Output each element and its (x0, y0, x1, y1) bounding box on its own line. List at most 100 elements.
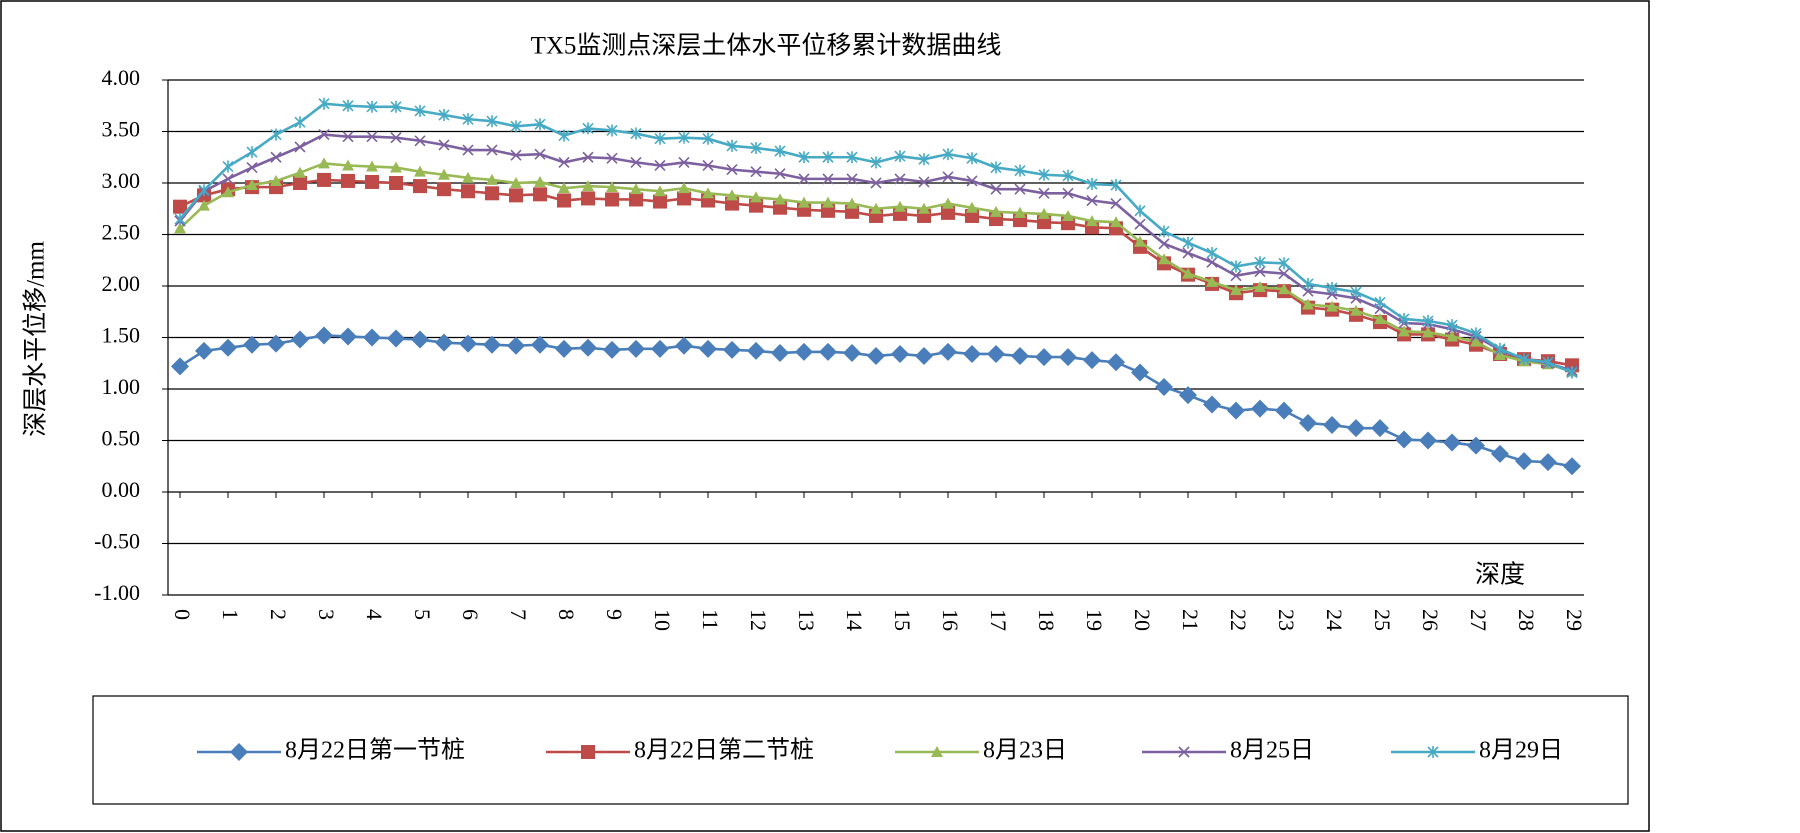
data-point (459, 334, 477, 353)
x-tick-label: 24 (1322, 609, 1347, 631)
x-tick-label: 8 (554, 609, 579, 620)
data-point (173, 199, 187, 214)
legend-label: 8月22日第一节桩 (285, 737, 465, 764)
data-point (389, 176, 403, 190)
data-point (1470, 327, 1482, 340)
legend-label: 8月25日 (1230, 738, 1314, 764)
data-point (726, 189, 738, 201)
data-point (678, 182, 690, 194)
data-point (1134, 235, 1146, 247)
data-point (1422, 326, 1434, 338)
data-point (1011, 347, 1029, 366)
data-point (1131, 363, 1149, 382)
data-point (510, 149, 522, 161)
data-point (462, 144, 474, 156)
data-point (1182, 267, 1194, 279)
data-point (1206, 256, 1218, 268)
data-point (1398, 325, 1410, 337)
data-point (531, 335, 549, 354)
data-point (990, 183, 1002, 195)
x-tick-label: 4 (362, 609, 387, 620)
data-point (654, 132, 666, 145)
x-tick-label: 16 (938, 609, 963, 631)
data-point (1107, 353, 1125, 372)
data-point (1059, 348, 1077, 367)
data-point (1203, 395, 1221, 414)
y-tick-label: 1.50 (102, 323, 141, 348)
data-point (1302, 277, 1314, 290)
chart-frame (0, 0, 1650, 832)
data-point (629, 192, 643, 207)
data-point (918, 202, 930, 214)
legend-marker (230, 743, 248, 761)
data-point (846, 173, 858, 185)
data-point (246, 179, 258, 191)
data-point (1062, 169, 1074, 182)
x-tick-label: 3 (314, 609, 339, 620)
data-point (1467, 436, 1485, 455)
data-point (750, 141, 762, 154)
data-point (1326, 282, 1338, 295)
data-point (438, 139, 450, 151)
y-tick-label: 2.00 (102, 271, 141, 296)
x-tick-label: 11 (698, 609, 723, 630)
data-point (318, 129, 330, 141)
data-point (1155, 377, 1173, 396)
data-point (918, 176, 930, 188)
data-point (819, 342, 837, 361)
data-point (1374, 296, 1386, 309)
data-point (1302, 298, 1314, 310)
data-point (798, 196, 810, 208)
data-point (582, 180, 594, 192)
data-point (603, 340, 621, 359)
data-point (963, 344, 981, 363)
data-point (365, 174, 379, 189)
data-point (1206, 275, 1218, 287)
data-point (774, 193, 786, 205)
data-point (438, 109, 450, 122)
x-tick-label: 18 (1034, 609, 1059, 631)
data-point (1254, 266, 1266, 278)
x-tick-label: 28 (1514, 609, 1539, 631)
y-tick-label: 4.00 (102, 65, 141, 90)
data-point (390, 100, 402, 113)
data-point (915, 347, 933, 366)
data-point (534, 118, 546, 131)
data-point (1182, 236, 1194, 249)
data-point (771, 343, 789, 362)
data-point (1230, 260, 1242, 273)
data-point (1446, 330, 1458, 342)
x-tick-label: 7 (506, 609, 531, 620)
data-point (318, 157, 330, 169)
data-point (1275, 401, 1293, 420)
data-point (195, 341, 213, 360)
data-point (1134, 218, 1146, 230)
data-point (1278, 283, 1290, 295)
data-point (918, 153, 930, 166)
data-point (366, 131, 378, 143)
data-point (1110, 216, 1122, 228)
x-tick-label: 20 (1130, 609, 1155, 631)
data-point (341, 173, 355, 188)
data-point (846, 151, 858, 164)
data-point (293, 176, 307, 190)
data-point (558, 129, 570, 142)
data-point (558, 182, 570, 194)
data-point (342, 99, 354, 112)
data-point (894, 150, 906, 163)
data-point (702, 187, 714, 199)
data-point (366, 160, 378, 172)
data-point (1347, 419, 1365, 438)
data-point (1254, 281, 1266, 293)
data-point (1206, 247, 1218, 260)
data-point (723, 340, 741, 359)
data-point (315, 326, 333, 345)
x-tick-label: 19 (1082, 609, 1107, 631)
data-point (1443, 433, 1461, 452)
data-point (726, 164, 738, 176)
data-point (1038, 187, 1050, 199)
data-point (270, 128, 282, 141)
data-point (363, 328, 381, 347)
data-point (891, 344, 909, 363)
data-point (413, 179, 427, 194)
